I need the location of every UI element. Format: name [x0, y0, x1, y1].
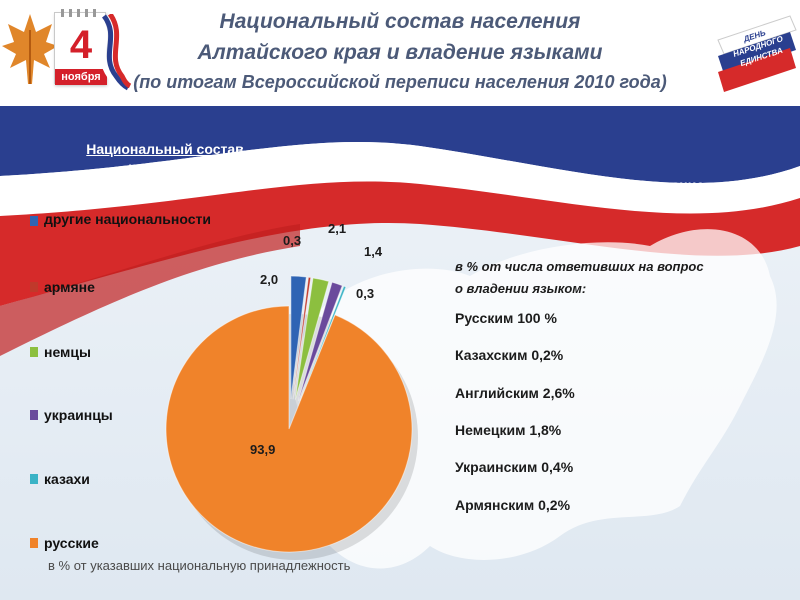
language-row: Русским 100 % — [455, 310, 557, 326]
language-row: Немецким 1,8% — [455, 422, 562, 438]
legend-marker — [30, 538, 38, 548]
legend-label: русские — [44, 535, 99, 551]
legend-marker — [30, 347, 38, 357]
page-subtitle: (по итогам Всероссийской переписи населе… — [133, 72, 667, 92]
languages-heading-line1: Владение — [635, 177, 705, 193]
nationality-heading-line2: населения — [128, 159, 202, 175]
calendar-month: ноября — [55, 69, 107, 85]
language-row: Казахским 0,2% — [455, 347, 564, 363]
legend-label: украинцы — [44, 407, 113, 423]
language-row: Английским 2,6% — [455, 385, 575, 401]
slice-label-germans: 2,1 — [328, 221, 347, 236]
calendar-day: 4 — [69, 23, 93, 67]
languages-heading-line2: языками — [639, 195, 701, 211]
pie-chart — [165, 275, 418, 560]
legend-marker — [30, 282, 38, 292]
languages-caption-line1: в % от числа ответивших на вопрос — [455, 259, 704, 274]
slice-label-armenians: 0,3 — [283, 233, 302, 248]
legend-marker — [30, 216, 38, 226]
content-area: Национальный состав населения Владение я… — [0, 106, 800, 600]
languages-caption-line2: о владении языком: — [455, 281, 587, 296]
legend-label: другие национальности — [44, 211, 211, 227]
languages-caption: в % от числа ответивших на вопрос о влад… — [455, 256, 795, 300]
slice-russians — [165, 305, 413, 553]
nationality-heading: Национальный состав населения — [60, 140, 270, 176]
page-title: Национальный состав населения — [219, 10, 581, 33]
maple-leaf-icon — [2, 14, 58, 84]
unity-day-badge — [717, 15, 797, 92]
slice-label-russians: 93,9 — [250, 442, 276, 457]
languages-heading: Владение языками — [610, 176, 730, 212]
page-title-line2: Алтайского края и владение языками — [197, 41, 603, 64]
chart-note: в % от указавших национальную принадлежн… — [48, 558, 351, 573]
language-row: Армянским 0,2% — [455, 497, 571, 513]
slice-others — [290, 275, 307, 400]
legend-label: немцы — [44, 344, 91, 360]
tricolor-ribbon-icon — [95, 14, 132, 93]
legend-marker — [30, 410, 38, 420]
slice-armenians — [292, 276, 312, 400]
legend-marker — [30, 474, 38, 484]
slice-ukrainians — [297, 281, 343, 401]
nationality-heading-line1: Национальный состав — [86, 141, 244, 157]
calendar-icon: 4 ноября — [54, 9, 107, 85]
slice-label-others: 2,0 — [260, 272, 279, 287]
slice-germans — [294, 277, 330, 400]
header: 4 ноября Национальный состав населения А… — [0, 0, 800, 106]
legend-label: армяне — [44, 279, 95, 295]
background-flag-decoration — [0, 106, 800, 600]
slice-label-kazakhs: 0,3 — [356, 286, 375, 301]
slice-label-ukrainians: 1,4 — [364, 244, 383, 259]
legend-label: казахи — [44, 471, 90, 487]
language-row: Украинским 0,4% — [455, 459, 574, 475]
